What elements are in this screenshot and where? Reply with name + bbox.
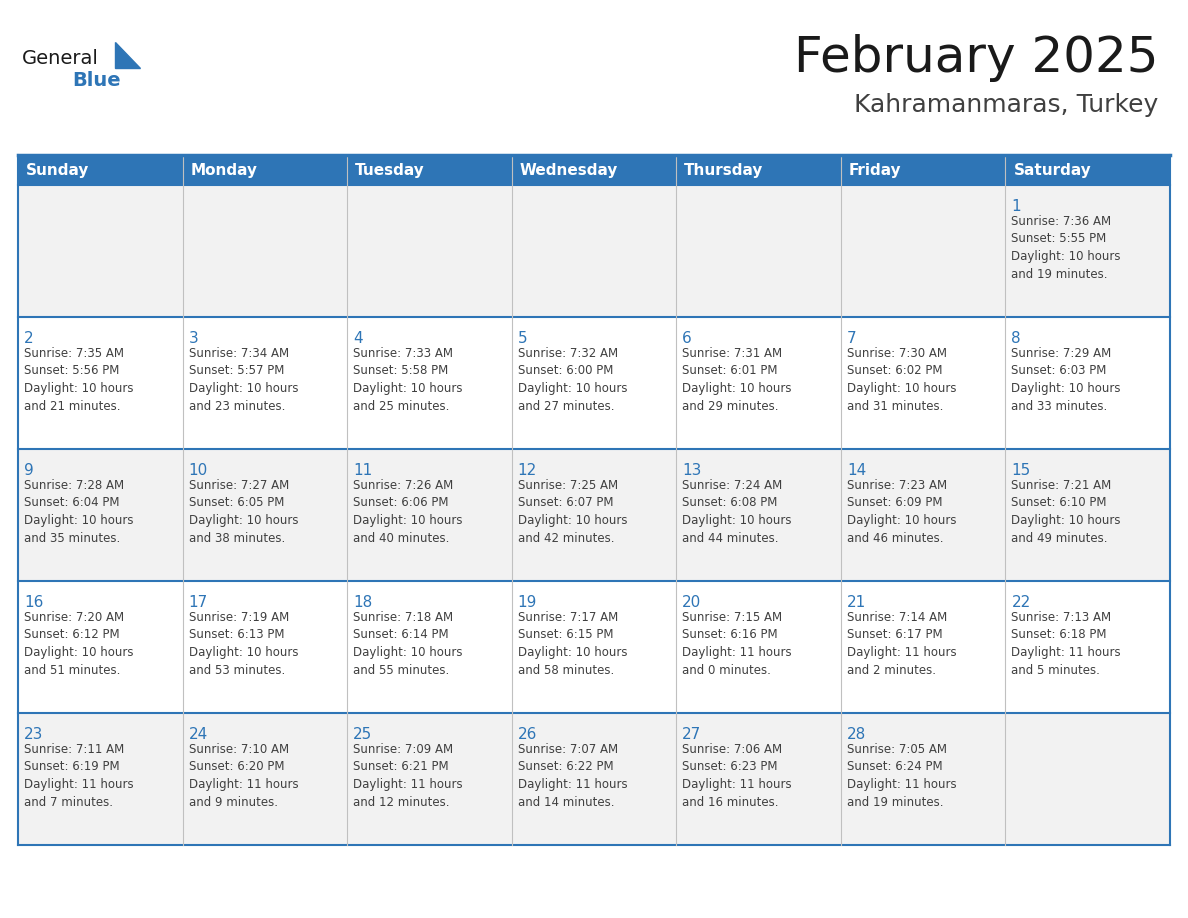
Bar [18,581,1170,713]
Text: Sunrise: 7:18 AM
Sunset: 6:14 PM
Daylight: 10 hours
and 55 minutes.: Sunrise: 7:18 AM Sunset: 6:14 PM Dayligh… [353,611,462,677]
Text: 20: 20 [682,595,702,610]
Bar [18,155,1170,185]
Text: 1: 1 [1011,199,1020,214]
Text: Blue: Blue [72,71,121,89]
Text: 23: 23 [24,727,44,742]
Bar [18,713,1170,845]
Text: 12: 12 [518,463,537,478]
Text: Sunrise: 7:07 AM
Sunset: 6:22 PM
Daylight: 11 hours
and 14 minutes.: Sunrise: 7:07 AM Sunset: 6:22 PM Dayligh… [518,743,627,809]
Text: Sunrise: 7:06 AM
Sunset: 6:23 PM
Daylight: 11 hours
and 16 minutes.: Sunrise: 7:06 AM Sunset: 6:23 PM Dayligh… [682,743,792,809]
Text: 27: 27 [682,727,702,742]
Text: Monday: Monday [190,162,258,177]
Text: 16: 16 [24,595,44,610]
Text: 19: 19 [518,595,537,610]
Text: Saturday: Saturday [1013,162,1092,177]
Text: 6: 6 [682,331,693,346]
Text: 13: 13 [682,463,702,478]
Text: 7: 7 [847,331,857,346]
Text: Sunrise: 7:30 AM
Sunset: 6:02 PM
Daylight: 10 hours
and 31 minutes.: Sunrise: 7:30 AM Sunset: 6:02 PM Dayligh… [847,347,956,412]
Text: Sunrise: 7:33 AM
Sunset: 5:58 PM
Daylight: 10 hours
and 25 minutes.: Sunrise: 7:33 AM Sunset: 5:58 PM Dayligh… [353,347,462,412]
Text: Sunrise: 7:11 AM
Sunset: 6:19 PM
Daylight: 11 hours
and 7 minutes.: Sunrise: 7:11 AM Sunset: 6:19 PM Dayligh… [24,743,133,809]
Text: Sunrise: 7:29 AM
Sunset: 6:03 PM
Daylight: 10 hours
and 33 minutes.: Sunrise: 7:29 AM Sunset: 6:03 PM Dayligh… [1011,347,1121,412]
Text: Sunrise: 7:15 AM
Sunset: 6:16 PM
Daylight: 11 hours
and 0 minutes.: Sunrise: 7:15 AM Sunset: 6:16 PM Dayligh… [682,611,792,677]
Text: Sunrise: 7:05 AM
Sunset: 6:24 PM
Daylight: 11 hours
and 19 minutes.: Sunrise: 7:05 AM Sunset: 6:24 PM Dayligh… [847,743,956,809]
Bar [18,449,1170,581]
Text: 26: 26 [518,727,537,742]
Text: 2: 2 [24,331,33,346]
Text: 3: 3 [189,331,198,346]
Text: Thursday: Thursday [684,162,764,177]
Bar [18,317,1170,449]
Text: 22: 22 [1011,595,1031,610]
Text: Sunrise: 7:13 AM
Sunset: 6:18 PM
Daylight: 11 hours
and 5 minutes.: Sunrise: 7:13 AM Sunset: 6:18 PM Dayligh… [1011,611,1121,677]
Text: 24: 24 [189,727,208,742]
Bar [18,185,1170,317]
Text: Sunrise: 7:35 AM
Sunset: 5:56 PM
Daylight: 10 hours
and 21 minutes.: Sunrise: 7:35 AM Sunset: 5:56 PM Dayligh… [24,347,133,412]
Text: Sunrise: 7:31 AM
Sunset: 6:01 PM
Daylight: 10 hours
and 29 minutes.: Sunrise: 7:31 AM Sunset: 6:01 PM Dayligh… [682,347,791,412]
Polygon shape [115,42,140,68]
Text: 4: 4 [353,331,362,346]
Text: 18: 18 [353,595,372,610]
Text: Friday: Friday [849,162,902,177]
Text: 17: 17 [189,595,208,610]
Text: 8: 8 [1011,331,1020,346]
Text: Sunrise: 7:34 AM
Sunset: 5:57 PM
Daylight: 10 hours
and 23 minutes.: Sunrise: 7:34 AM Sunset: 5:57 PM Dayligh… [189,347,298,412]
Text: 9: 9 [24,463,33,478]
Text: 21: 21 [847,595,866,610]
Text: 14: 14 [847,463,866,478]
Text: Sunday: Sunday [26,162,89,177]
Text: Sunrise: 7:24 AM
Sunset: 6:08 PM
Daylight: 10 hours
and 44 minutes.: Sunrise: 7:24 AM Sunset: 6:08 PM Dayligh… [682,479,791,544]
Text: 10: 10 [189,463,208,478]
Text: Sunrise: 7:36 AM
Sunset: 5:55 PM
Daylight: 10 hours
and 19 minutes.: Sunrise: 7:36 AM Sunset: 5:55 PM Dayligh… [1011,215,1121,281]
Text: Sunrise: 7:26 AM
Sunset: 6:06 PM
Daylight: 10 hours
and 40 minutes.: Sunrise: 7:26 AM Sunset: 6:06 PM Dayligh… [353,479,462,544]
Text: 11: 11 [353,463,372,478]
Text: 28: 28 [847,727,866,742]
Text: Wednesday: Wednesday [519,162,618,177]
Text: Sunrise: 7:09 AM
Sunset: 6:21 PM
Daylight: 11 hours
and 12 minutes.: Sunrise: 7:09 AM Sunset: 6:21 PM Dayligh… [353,743,463,809]
Text: Kahramanmaras, Turkey: Kahramanmaras, Turkey [854,93,1158,117]
Text: Sunrise: 7:32 AM
Sunset: 6:00 PM
Daylight: 10 hours
and 27 minutes.: Sunrise: 7:32 AM Sunset: 6:00 PM Dayligh… [518,347,627,412]
Text: Sunrise: 7:20 AM
Sunset: 6:12 PM
Daylight: 10 hours
and 51 minutes.: Sunrise: 7:20 AM Sunset: 6:12 PM Dayligh… [24,611,133,677]
Text: February 2025: February 2025 [794,34,1158,82]
Text: Sunrise: 7:19 AM
Sunset: 6:13 PM
Daylight: 10 hours
and 53 minutes.: Sunrise: 7:19 AM Sunset: 6:13 PM Dayligh… [189,611,298,677]
Text: Tuesday: Tuesday [355,162,425,177]
Text: Sunrise: 7:14 AM
Sunset: 6:17 PM
Daylight: 11 hours
and 2 minutes.: Sunrise: 7:14 AM Sunset: 6:17 PM Dayligh… [847,611,956,677]
Text: General: General [23,49,99,68]
Text: Sunrise: 7:27 AM
Sunset: 6:05 PM
Daylight: 10 hours
and 38 minutes.: Sunrise: 7:27 AM Sunset: 6:05 PM Dayligh… [189,479,298,544]
Text: Sunrise: 7:23 AM
Sunset: 6:09 PM
Daylight: 10 hours
and 46 minutes.: Sunrise: 7:23 AM Sunset: 6:09 PM Dayligh… [847,479,956,544]
Text: 25: 25 [353,727,372,742]
Text: Sunrise: 7:17 AM
Sunset: 6:15 PM
Daylight: 10 hours
and 58 minutes.: Sunrise: 7:17 AM Sunset: 6:15 PM Dayligh… [518,611,627,677]
Text: 15: 15 [1011,463,1031,478]
Text: Sunrise: 7:21 AM
Sunset: 6:10 PM
Daylight: 10 hours
and 49 minutes.: Sunrise: 7:21 AM Sunset: 6:10 PM Dayligh… [1011,479,1121,544]
Text: Sunrise: 7:25 AM
Sunset: 6:07 PM
Daylight: 10 hours
and 42 minutes.: Sunrise: 7:25 AM Sunset: 6:07 PM Dayligh… [518,479,627,544]
Text: 5: 5 [518,331,527,346]
Text: Sunrise: 7:28 AM
Sunset: 6:04 PM
Daylight: 10 hours
and 35 minutes.: Sunrise: 7:28 AM Sunset: 6:04 PM Dayligh… [24,479,133,544]
Text: Sunrise: 7:10 AM
Sunset: 6:20 PM
Daylight: 11 hours
and 9 minutes.: Sunrise: 7:10 AM Sunset: 6:20 PM Dayligh… [189,743,298,809]
